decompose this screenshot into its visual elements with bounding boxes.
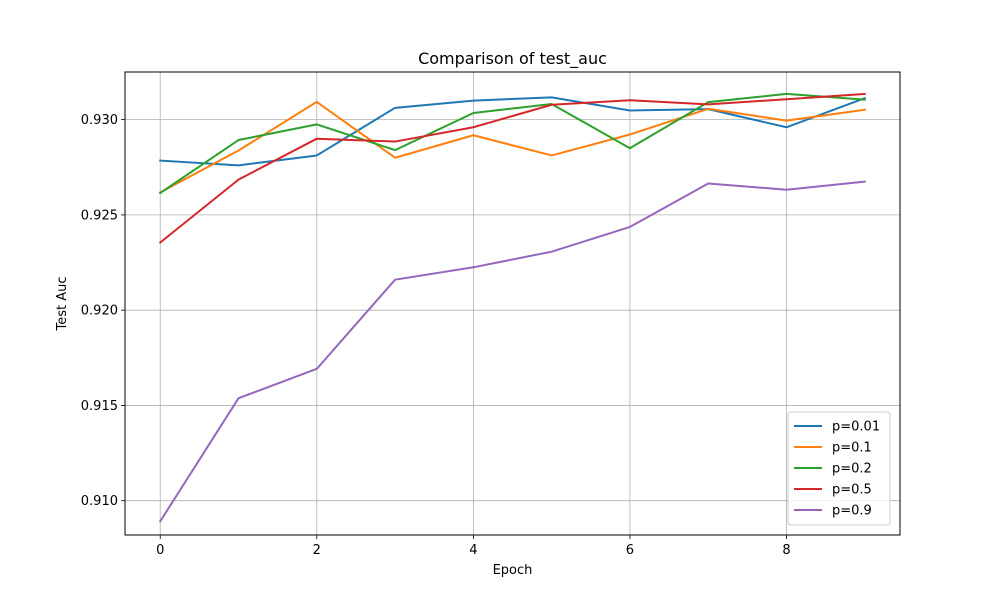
y-axis-label: Test Auc (55, 276, 70, 331)
legend-label: p=0.01 (832, 420, 880, 435)
x-tick-label: 4 (469, 543, 477, 558)
legend-box (787, 411, 891, 526)
y-tick-label: 0.915 (81, 399, 118, 414)
series-line-p-0-2 (158, 92, 866, 195)
legend-label: p=0.9 (832, 504, 872, 519)
legend-label: p=0.5 (832, 483, 872, 498)
x-tick-label: 6 (626, 543, 634, 558)
x-tick-label: 8 (782, 543, 790, 558)
x-axis-label: Epoch (493, 563, 533, 578)
series-lines (158, 92, 867, 523)
plot-area-frame (124, 71, 901, 536)
series-line-p-0-1 (158, 100, 866, 194)
y-tick-label: 0.920 (81, 304, 118, 319)
axis-ticks: 0 2 4 6 8 0.910 0.915 0.920 0.925 0.930 (81, 113, 791, 558)
y-tick-label: 0.930 (81, 113, 118, 128)
series-line-p-0-5 (158, 92, 866, 244)
chart-title: Comparison of test_auc (418, 49, 607, 69)
x-tick-label: 0 (156, 543, 164, 558)
y-tick-label: 0.910 (81, 494, 118, 509)
grid (125, 72, 900, 535)
y-tick-label: 0.925 (81, 208, 118, 223)
x-tick-label: 2 (313, 543, 321, 558)
series-line-p-0-01 (159, 96, 867, 167)
legend: p=0.01 p=0.1 p=0.2 p=0.5 p=0.9 (787, 411, 891, 526)
legend-label: p=0.2 (832, 462, 872, 477)
series-line-p-0-9 (158, 180, 866, 523)
legend-label: p=0.1 (832, 441, 872, 456)
